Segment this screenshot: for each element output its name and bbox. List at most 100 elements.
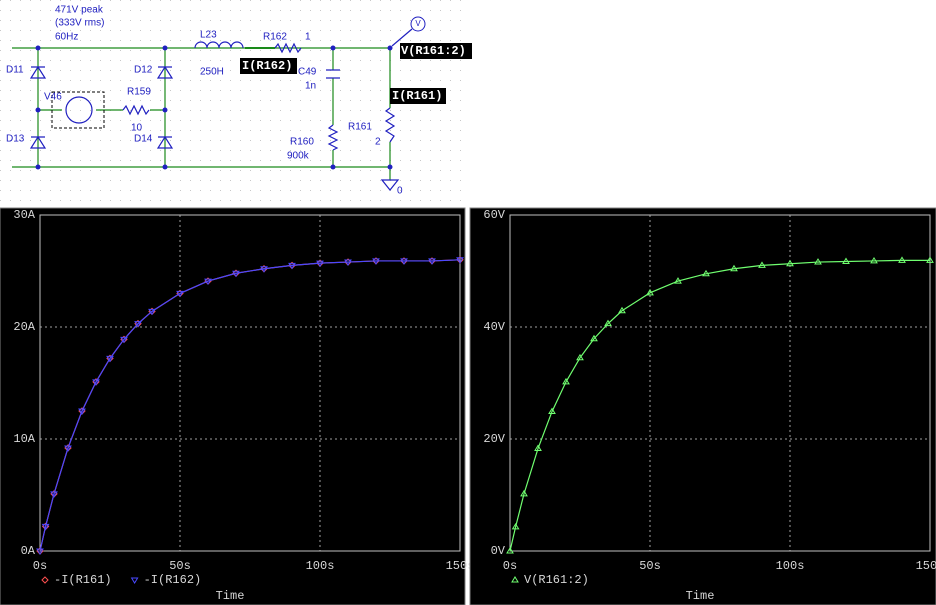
plot-frame (509, 214, 931, 552)
data-point (78, 408, 86, 415)
data-point (646, 288, 654, 296)
data-point (506, 547, 514, 554)
series-line (39, 259, 461, 552)
label: 900k (287, 151, 310, 162)
data-point (926, 256, 934, 263)
data-point (674, 277, 682, 284)
x-tick-label: 0s (33, 559, 47, 573)
label: 1 (305, 32, 311, 43)
data-point (50, 491, 58, 498)
legend-marker (41, 576, 49, 584)
probe-label: I(R161) (392, 89, 442, 103)
data-point (428, 258, 436, 265)
probe-label: I(R162) (242, 59, 292, 73)
data-point (372, 258, 380, 265)
label: C49 (298, 67, 317, 78)
series-line (509, 259, 930, 552)
data-point (120, 336, 128, 344)
label: D13 (6, 134, 25, 145)
data-point (814, 258, 822, 265)
x-axis-label: Time (686, 589, 715, 603)
label: 10 (131, 123, 143, 134)
data-point (260, 266, 268, 273)
probe-box (390, 88, 446, 104)
source-note: 471V peak (55, 5, 104, 16)
label: R160 (290, 137, 314, 148)
data-point (288, 262, 296, 270)
y-tick-label: 60V (483, 208, 505, 222)
source-note: (333V rms) (55, 18, 104, 29)
data-point (702, 269, 710, 277)
label: R159 (127, 87, 151, 98)
data-point (730, 264, 738, 272)
y-tick-label: 0V (491, 544, 506, 558)
y-tick-label: 10A (13, 432, 35, 446)
data-point (134, 321, 142, 328)
data-point (604, 319, 612, 327)
data-point (898, 256, 906, 263)
l23 (194, 41, 244, 49)
wire (245, 47, 275, 49)
r162 (274, 42, 302, 54)
plot-frame (39, 214, 461, 552)
probe-box (240, 58, 297, 74)
data-point (344, 259, 352, 267)
label: 1n (305, 81, 316, 92)
probe-lead (391, 28, 413, 47)
label: V46 (44, 92, 62, 103)
data-point (204, 278, 212, 286)
data-point (456, 257, 464, 264)
data-point (786, 259, 794, 267)
x-tick-label: 100s (776, 559, 805, 573)
data-point (92, 379, 100, 386)
data-point (316, 260, 324, 268)
diodes (29, 65, 174, 149)
data-point (548, 407, 556, 415)
data-point (400, 258, 408, 265)
legend-label: -I(R161) (54, 573, 112, 587)
x-tick-label: 150s (446, 559, 475, 573)
label: R161 (348, 122, 372, 133)
probe-box (400, 43, 472, 59)
label: D14 (134, 134, 153, 145)
data-point (870, 256, 878, 264)
ground (380, 179, 400, 191)
label: 2 (375, 137, 381, 148)
x-tick-label: 50s (639, 559, 661, 573)
legend-label: -I(R162) (144, 573, 202, 587)
data-point (758, 261, 766, 268)
source-note: 60Hz (55, 32, 78, 43)
probe-marker-label: V (415, 19, 421, 28)
data-point (520, 489, 528, 497)
legend-marker (511, 576, 519, 583)
legend-marker (130, 577, 139, 584)
probe-marker (410, 16, 426, 32)
data-point (64, 445, 72, 452)
x-tick-label: 50s (169, 559, 191, 573)
c49 (326, 69, 340, 79)
nodes (35, 45, 393, 170)
data-point (562, 377, 570, 385)
data-point (36, 548, 44, 555)
panel (469, 207, 936, 605)
y-tick-label: 30A (13, 208, 35, 222)
y-tick-label: 0A (21, 544, 36, 558)
y-tick-label: 20V (483, 432, 505, 446)
data-point (618, 306, 626, 314)
schematic: V 471V peak (333V rms) 60Hz D11 D12 D13 … (0, 0, 472, 205)
y-tick-label: 20A (13, 320, 35, 334)
label: L23 (200, 30, 217, 41)
source-box (51, 91, 105, 129)
charts: 0A 10A 20A 30A 0s 50s 100s 150s -I(R161) -I(R162)… (0, 207, 936, 605)
data-point (41, 523, 50, 531)
data-point (176, 290, 184, 298)
data-point (511, 522, 520, 530)
x-tick-label: 150s (916, 559, 936, 573)
panel (0, 207, 466, 605)
label: D12 (134, 65, 153, 76)
label: 250H (200, 67, 224, 78)
x-axis-label: Time (216, 589, 245, 603)
r160 (327, 124, 339, 151)
r159 (122, 104, 150, 116)
